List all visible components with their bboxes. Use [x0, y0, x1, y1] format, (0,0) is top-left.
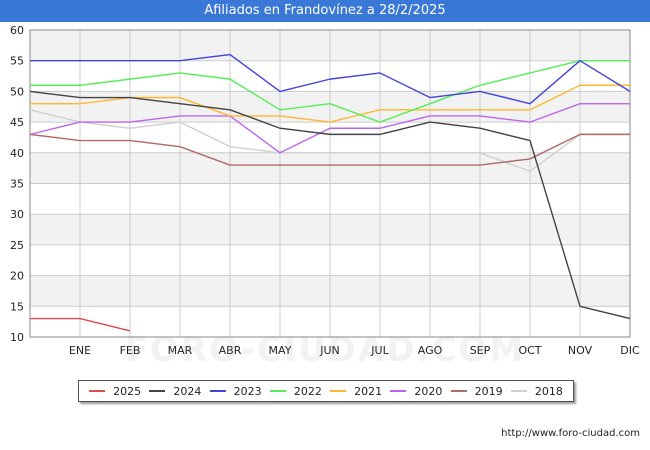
x-tick-label: SEP	[470, 344, 491, 357]
y-tick-label: 35	[10, 178, 24, 191]
y-tick-label: 10	[10, 331, 24, 344]
series-line-2020	[29, 102, 630, 154]
y-tick-label: 30	[10, 208, 24, 221]
legend-item-2019: 2019	[450, 384, 503, 398]
x-tick-label: FEB	[120, 344, 141, 357]
x-tick-label: NOV	[568, 344, 593, 357]
y-tick-label: 20	[10, 270, 24, 283]
legend-item-2025: 2025	[89, 385, 141, 398]
y-tick-label: 55	[10, 55, 24, 68]
legend-swatch	[269, 390, 286, 392]
legend-swatch	[450, 390, 467, 392]
x-tick-label: JUL	[370, 344, 389, 357]
legend-item-2021: 2021	[330, 385, 382, 398]
legend-item-2018: 2018	[510, 384, 563, 398]
y-tick-label: 60	[10, 24, 24, 37]
y-tick-label: 15	[10, 300, 24, 313]
chart-title: Afiliados en Frandovínez a 28/2/2025	[0, 0, 650, 22]
legend-swatch	[89, 390, 106, 392]
y-tick-label: 25	[10, 239, 24, 252]
source-url: http://www.foro-ciudad.com	[501, 428, 640, 439]
legend-item-2022: 2022	[269, 384, 322, 398]
chart-legend: 2025 2024 2023 2022 2021 2020 2019 2018	[78, 380, 574, 402]
x-tick-label: JUN	[319, 344, 340, 357]
series-line-2025	[30, 317, 131, 332]
legend-item-2024: 2024	[149, 385, 201, 398]
series-line-2018	[29, 109, 630, 172]
legend-label: 2022	[293, 384, 322, 398]
x-tick-label: MAY	[269, 344, 292, 357]
legend-label: 2024	[173, 384, 202, 398]
legend-swatch	[209, 390, 226, 392]
legend-label: 2018	[534, 384, 563, 398]
legend-label: 2019	[474, 384, 503, 398]
y-tick-label: 40	[10, 147, 24, 160]
legend-swatch	[390, 390, 407, 392]
x-tick-label: AGO	[418, 344, 443, 357]
legend-label: 2023	[233, 384, 262, 398]
series-line-2024	[29, 90, 631, 320]
legend-label: 2020	[414, 384, 443, 398]
plot-area-border	[29, 29, 631, 338]
legend-swatch	[149, 390, 166, 392]
x-tick-label: MAR	[168, 344, 193, 357]
y-tick-label: 50	[10, 85, 24, 98]
x-tick-label: OCT	[518, 344, 541, 357]
legend-item-2020: 2020	[390, 385, 442, 398]
x-tick-label: ABR	[219, 344, 242, 357]
x-tick-label: DIC	[620, 344, 640, 357]
legend-item-2023: 2023	[209, 384, 262, 398]
series-line-2023	[30, 53, 631, 105]
legend-swatch	[510, 390, 527, 392]
legend-label: 2025	[113, 384, 142, 398]
legend-label: 2021	[354, 384, 383, 398]
x-tick-label: ENE	[69, 344, 91, 357]
legend-swatch	[330, 390, 347, 392]
series-line-2022	[30, 60, 630, 123]
series-line-2019	[29, 133, 630, 166]
y-tick-label: 45	[10, 116, 24, 129]
